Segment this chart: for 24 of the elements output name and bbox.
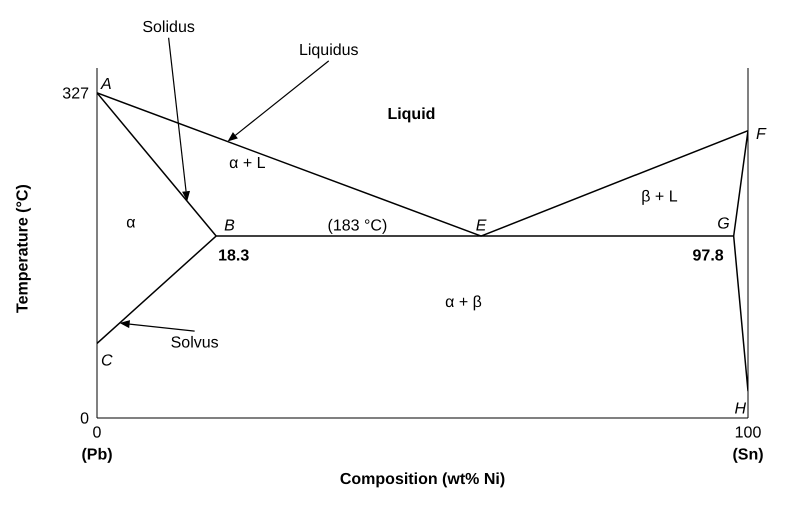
annotation: G (717, 215, 730, 232)
text: Liquidus (298, 42, 359, 60)
annotation: (183 °C) (328, 217, 388, 234)
annotation: H (734, 400, 746, 418)
annotation: C (101, 352, 113, 370)
text: (Pb) (81, 446, 113, 464)
annotation: 97.8 (692, 247, 724, 264)
annotation: F (756, 126, 767, 143)
annotation: Liquid (387, 106, 436, 124)
x-axis-title: Composition (wt% Ni) (340, 471, 506, 488)
annotation: 18.3 (218, 247, 250, 264)
annotation: Solvus (170, 334, 219, 352)
x-tick-label: 100 (734, 424, 762, 442)
annotation: α + L (229, 155, 266, 172)
annotation: β + L (641, 188, 678, 206)
y-axis-title: Temperature (°C) (14, 184, 32, 313)
annotation: A (100, 76, 112, 94)
annotation: B (224, 217, 236, 234)
text: (Sn) (732, 446, 764, 464)
annotation: α + β (445, 294, 482, 312)
y-tick-label: 327 (62, 86, 90, 103)
annotation: E (476, 217, 487, 234)
annotation: α (126, 214, 136, 232)
text: Solidus (142, 18, 195, 36)
